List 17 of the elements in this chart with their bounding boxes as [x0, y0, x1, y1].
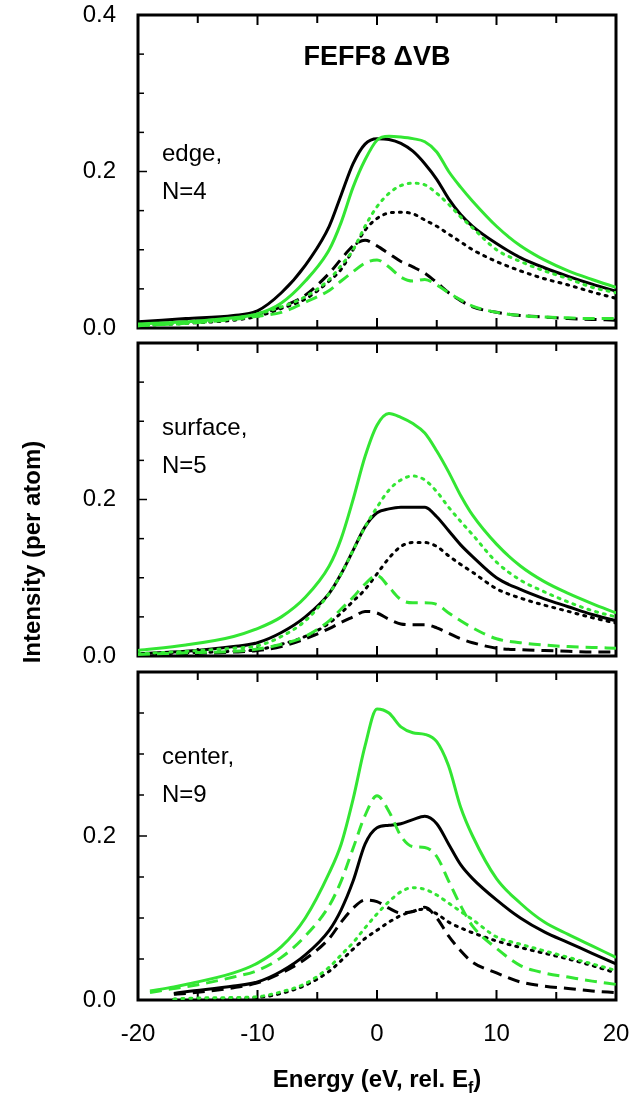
- text: FEFF8 ΔVB: [303, 41, 451, 71]
- annotation: edge, N=4: [162, 139, 223, 204]
- y-tick-label: 0.4: [82, 0, 116, 27]
- x-tick-label: 20: [602, 1018, 630, 1046]
- y-tick-label: 0.0: [82, 984, 116, 1012]
- x-tick-label: 0: [370, 1018, 384, 1046]
- x-tick-label: -10: [240, 1018, 275, 1046]
- y-tick-label: 0.0: [82, 640, 116, 668]
- annotation: center, N=9: [162, 741, 235, 807]
- x-tick-label: 10: [483, 1018, 510, 1046]
- y-tick-label: 0.2: [82, 484, 116, 512]
- x-tick-label: -20: [120, 1018, 156, 1046]
- y-axis-title: Intensity (per atom): [18, 441, 46, 664]
- y-tick-label: 0.0: [82, 312, 116, 340]
- y-tick-label: 0.2: [82, 156, 116, 184]
- annotation: surface, N=5: [162, 413, 248, 479]
- y-tick-label: 0.2: [82, 820, 116, 848]
